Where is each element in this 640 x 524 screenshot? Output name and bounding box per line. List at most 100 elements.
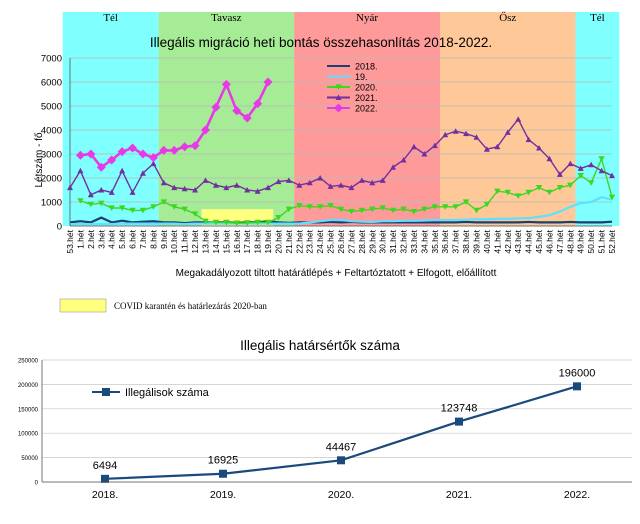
y-tick-label: 7000 xyxy=(41,54,62,65)
data-point xyxy=(442,204,449,210)
x-tick-label: 27.hét xyxy=(346,229,356,253)
covid-legend-swatch xyxy=(59,298,107,313)
x-tick-label: 30.hét xyxy=(378,229,388,253)
x-tick-label: 52.hét xyxy=(607,229,617,253)
series-line xyxy=(80,156,613,224)
data-point xyxy=(358,177,365,183)
data-point xyxy=(379,177,386,183)
data-point xyxy=(327,183,334,189)
x-tick-label: 46.hét xyxy=(544,229,554,253)
data-point xyxy=(192,187,199,193)
data-point xyxy=(150,160,157,167)
legend-label: 2020. xyxy=(355,83,378,93)
data-point xyxy=(389,207,397,214)
series-2021. xyxy=(67,116,615,198)
data-point xyxy=(577,173,584,179)
x-tick-label: 3.hét xyxy=(96,229,106,249)
data-point xyxy=(160,199,168,205)
chart-title: Illegális határsértők száma xyxy=(240,338,400,353)
data-label: 123748 xyxy=(441,403,478,415)
season-band xyxy=(294,12,441,226)
y-tick-label: 150000 xyxy=(18,407,39,413)
data-point xyxy=(567,160,574,167)
y-tick-label: 1000 xyxy=(41,198,62,209)
data-point xyxy=(181,206,188,213)
data-point xyxy=(191,211,199,217)
x-tick-label: 24.hét xyxy=(315,229,325,253)
data-point xyxy=(87,191,94,198)
data-point xyxy=(535,185,543,191)
data-point xyxy=(119,167,126,174)
data-point xyxy=(150,204,157,210)
data-point xyxy=(296,203,303,209)
data-point xyxy=(108,205,115,211)
data-point xyxy=(455,417,463,426)
data-point xyxy=(221,79,231,89)
data-point xyxy=(212,182,219,188)
x-tick-label: 48.hét xyxy=(565,229,575,253)
data-point xyxy=(159,145,169,155)
x-tick-label: 6.hét xyxy=(128,229,138,249)
data-point xyxy=(348,209,355,215)
series-lines xyxy=(67,77,616,227)
data-point xyxy=(285,177,292,183)
x-tick-label: 36.hét xyxy=(440,229,450,253)
data-point xyxy=(160,179,167,186)
x-tick-label: 35.hét xyxy=(430,229,440,253)
data-point xyxy=(609,172,615,179)
x-tick-label: 13.hét xyxy=(201,229,211,253)
data-point xyxy=(462,199,470,205)
x-tick-label: 11.hét xyxy=(180,229,190,253)
data-point xyxy=(504,129,511,135)
data-point xyxy=(379,205,386,211)
data-point xyxy=(587,180,595,186)
data-point xyxy=(233,182,240,188)
data-point xyxy=(536,145,543,151)
data-point xyxy=(253,99,263,109)
data-point xyxy=(431,204,439,210)
data-point xyxy=(211,102,221,112)
x-tick-label: 18.hét xyxy=(253,229,263,253)
data-point xyxy=(275,215,282,221)
y-tick-label: 200000 xyxy=(18,383,39,389)
legend-label: Illegálisok száma xyxy=(125,387,210,399)
x-tick-label: 4.hét xyxy=(107,229,117,249)
data-label: 16925 xyxy=(208,455,239,467)
x-tick-label: 20.hét xyxy=(273,229,283,253)
data-point xyxy=(118,205,126,211)
season-label: Tavasz xyxy=(211,12,241,24)
x-tick-label: 31.hét xyxy=(388,229,398,253)
x-tick-label: 51.hét xyxy=(597,229,607,253)
data-point xyxy=(452,204,459,210)
data-labels: 6494 16925 44467 123748 196000 xyxy=(93,367,596,471)
data-point xyxy=(483,146,490,152)
data-point xyxy=(410,209,418,215)
x-tick-label: 9.hét xyxy=(159,229,169,249)
x-tick-label: 2.hét xyxy=(86,229,96,249)
data-point xyxy=(180,142,190,152)
x-tick-label: 16.hét xyxy=(232,229,242,253)
data-point xyxy=(577,165,584,171)
data-point xyxy=(128,143,138,153)
data-point xyxy=(317,175,324,181)
season-bands: Tél Tavasz Nyár Ősz Tél xyxy=(62,12,620,226)
data-point xyxy=(275,178,282,185)
chart-title: Illegális migráció heti bontás összehaso… xyxy=(150,35,492,50)
x-tick-label: 43.hét xyxy=(513,229,523,253)
data-point xyxy=(358,207,366,214)
x-tick-label: 29.hét xyxy=(367,229,377,253)
series-illegalisok xyxy=(101,382,581,483)
data-point xyxy=(410,143,417,150)
x-tick-label: 41.hét xyxy=(492,229,502,253)
data-point xyxy=(98,187,105,193)
legend: 2018.19.2020.2021.2022. xyxy=(327,62,378,114)
x-tick-label: 10.hét xyxy=(169,229,179,253)
y-tick-label: 0 xyxy=(57,222,62,233)
legend: Illegálisok száma xyxy=(92,387,210,399)
data-point xyxy=(296,182,303,188)
x-tick-label: 37.hét xyxy=(451,229,461,253)
x-tick-label: 23.hét xyxy=(305,229,315,253)
axes xyxy=(41,360,632,483)
season-label: Tél xyxy=(590,12,605,24)
x-tick-label: 44.hét xyxy=(524,229,534,253)
